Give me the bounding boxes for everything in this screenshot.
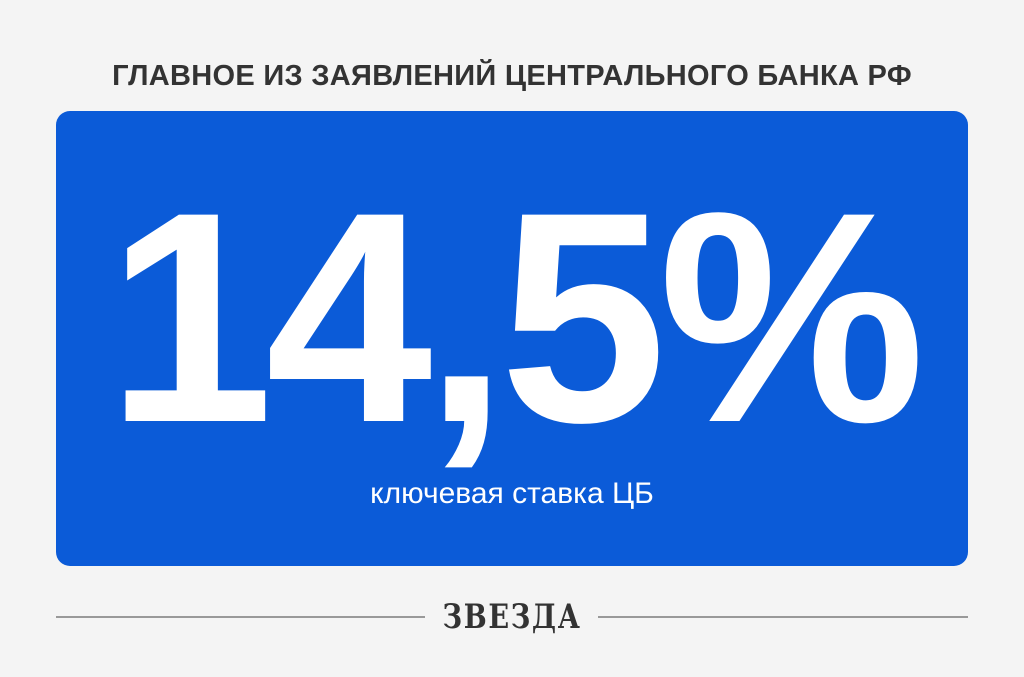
footer-divider-right <box>598 616 968 618</box>
key-rate-value: 14,5% <box>106 149 926 485</box>
key-rate-card: 14,5% ключевая ставка ЦБ <box>56 111 968 566</box>
footer-divider-left <box>56 616 425 618</box>
headline: ГЛАВНОЕ ИЗ ЗАЯВЛЕНИЙ ЦЕНТРАЛЬНОГО БАНКА … <box>112 60 912 92</box>
zvezda-logo: ЗВЕЗДА <box>442 597 582 637</box>
key-rate-caption: ключевая ставка ЦБ <box>370 477 654 510</box>
